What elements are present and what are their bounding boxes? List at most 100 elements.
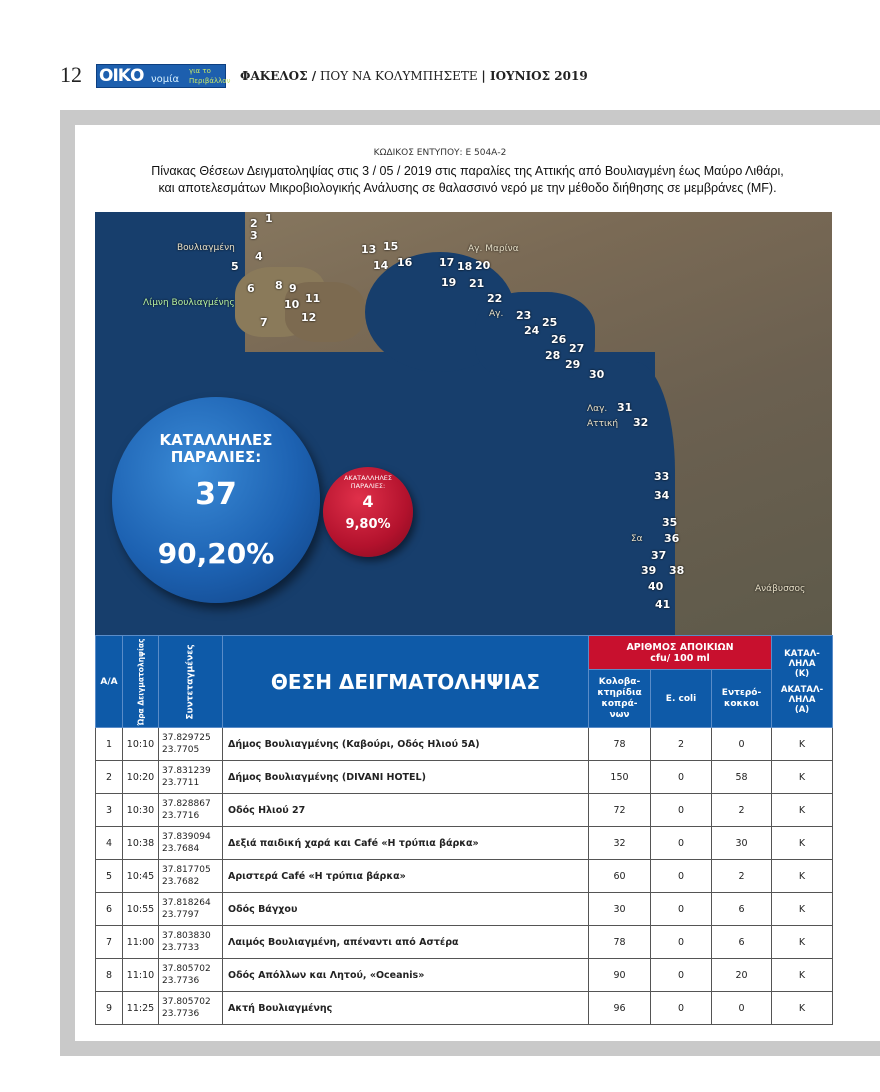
- place-name: Αγ. Μαρίνα: [468, 244, 519, 254]
- cell-ecoli: 0: [650, 826, 712, 860]
- sampling-point-label: 18: [457, 260, 473, 273]
- header-suit-top: ΚΑΤΑΛ-ΛΗΛΑ (Κ): [784, 648, 820, 679]
- cell-location: Δεξιά παιδική χαρά και Café «Η τρύπια βά…: [222, 826, 589, 860]
- sampling-point-label: 6: [247, 282, 255, 295]
- header-coliforms: Κολοβα-κτηρίδια κοπρά-νων: [588, 669, 651, 728]
- header-enterococci: Εντερό-κοκκοι: [711, 669, 772, 728]
- cell-location: Δήμος Βουλιαγμένης (DIVANI HOTEL): [222, 760, 589, 794]
- cell-ecoli: 0: [650, 892, 712, 926]
- sampling-point-label: 32: [633, 416, 649, 429]
- sampling-point-label: 31: [617, 401, 633, 414]
- cell-ecoli: 0: [650, 958, 712, 992]
- page-number: 12: [60, 62, 82, 87]
- cell-time: 10:55: [122, 892, 159, 926]
- cell-result: Κ: [771, 793, 833, 827]
- suitable-percent: 90,20%: [157, 537, 275, 570]
- sampling-point-label: 10: [284, 298, 300, 311]
- sampling-point-label: 17: [439, 256, 455, 269]
- cell-lon: 23.7716: [162, 811, 200, 821]
- cell-location: Ακτή Βουλιαγμένης: [222, 991, 589, 1025]
- sampling-point-label: 2: [250, 217, 258, 230]
- form-code: ΚΩΔΙΚΟΣ ΕΝΤΥΠΟΥ: Ε 504Α-2: [373, 148, 507, 158]
- cell-aa: 9: [95, 991, 123, 1025]
- cell-time: 10:38: [122, 826, 159, 860]
- unsuitable-label: ΑΚΑΤΑΛΛΗΛΕΣ ΠΑΡΑΛΙΕΣ:: [343, 474, 392, 490]
- logo-tag: για το Περιβάλλον: [189, 67, 231, 85]
- table-row: 7 11:00 37.803830 23.7733 Λαιμός Βουλιαγμ…: [95, 925, 833, 959]
- cell-ecoli: 0: [650, 760, 712, 794]
- cell-enterococci: 58: [711, 760, 772, 794]
- logo-sub: νομία: [151, 74, 180, 85]
- cell-time: 11:10: [122, 958, 159, 992]
- cell-ecoli: 0: [650, 925, 712, 959]
- cell-time: 10:45: [122, 859, 159, 893]
- header-aa: Α/Α: [95, 635, 123, 728]
- header-time-text: Ώρα Δειγματοληψίας: [136, 637, 145, 726]
- cell-result: Κ: [771, 991, 833, 1025]
- cell-coliforms: 78: [588, 925, 651, 959]
- cell-coords: 37.831239 23.7711: [158, 760, 223, 794]
- cell-coliforms: 72: [588, 793, 651, 827]
- sampling-point-label: 33: [654, 470, 670, 483]
- magazine-logo: ΟΙΚΟ νομία για το Περιβάλλον: [96, 64, 231, 88]
- cell-location: Δήμος Βουλιαγμένης (Καβούρι, Οδός Ηλιού …: [222, 727, 589, 761]
- sampling-point-label: 28: [545, 349, 561, 362]
- cell-coords: 37.818264 23.7797: [158, 892, 223, 926]
- cell-lon: 23.7797: [162, 910, 200, 920]
- sampling-point-label: 24: [524, 324, 540, 337]
- cell-coords: 37.829725 23.7705: [158, 727, 223, 761]
- cell-result: Κ: [771, 958, 833, 992]
- sampling-point-label: 27: [569, 342, 585, 355]
- sampling-point-label: 4: [255, 250, 263, 263]
- sampling-point-label: 25: [542, 316, 558, 329]
- cell-enterococci: 2: [711, 859, 772, 893]
- cell-lat: 37.828867: [162, 799, 211, 809]
- sampling-point-label: 21: [469, 277, 485, 290]
- cell-coliforms: 60: [588, 859, 651, 893]
- sampling-point-label: 38: [669, 564, 685, 577]
- cell-lat: 37.831239: [162, 766, 211, 776]
- document-title: Πίνακας Θέσεων Δειγματοληψίας στις 3 / 0…: [80, 163, 855, 197]
- place-name: Σα: [631, 534, 643, 544]
- cell-location: Αριστερά Café «Η τρύπια βάρκα»: [222, 859, 589, 893]
- cell-coords: 37.839094 23.7684: [158, 826, 223, 860]
- cell-result: Κ: [771, 826, 833, 860]
- cell-coords: 37.803830 23.7733: [158, 925, 223, 959]
- cell-coliforms: 96: [588, 991, 651, 1025]
- cell-aa: 3: [95, 793, 123, 827]
- cell-lat: 37.803830: [162, 931, 211, 941]
- sampling-point-label: 1: [265, 212, 273, 225]
- table-row: 9 11:25 37.805702 23.7736 Ακτή Βουλιαγμέν…: [95, 991, 833, 1025]
- cell-lon: 23.7705: [162, 745, 200, 755]
- cell-result: Κ: [771, 727, 833, 761]
- sampling-point-label: 26: [551, 333, 567, 346]
- sea-area: [575, 362, 675, 635]
- table-row: 1 10:10 37.829725 23.7705 Δήμος Βουλιαγμέ…: [95, 727, 833, 761]
- cell-lat: 37.839094: [162, 832, 211, 842]
- sampling-point-label: 11: [305, 292, 321, 305]
- cell-coliforms: 150: [588, 760, 651, 794]
- cell-aa: 8: [95, 958, 123, 992]
- sampling-point-label: 8: [275, 279, 283, 292]
- cell-time: 10:30: [122, 793, 159, 827]
- cell-lon: 23.7684: [162, 844, 200, 854]
- cell-coords: 37.828867 23.7716: [158, 793, 223, 827]
- cell-ecoli: 2: [650, 727, 712, 761]
- sampling-point-label: 39: [641, 564, 657, 577]
- cell-time: 10:10: [122, 727, 159, 761]
- cell-enterococci: 6: [711, 925, 772, 959]
- cell-lon: 23.7736: [162, 976, 200, 986]
- cell-enterococci: 2: [711, 793, 772, 827]
- cell-time: 10:20: [122, 760, 159, 794]
- title-line-1: Πίνακας Θέσεων Δειγματοληψίας στις 3 / 0…: [151, 164, 784, 178]
- cell-ecoli: 0: [650, 859, 712, 893]
- section-name: ΦΑΚΕΛΟΣ /: [240, 69, 317, 83]
- cell-ecoli: 0: [650, 991, 712, 1025]
- cell-aa: 5: [95, 859, 123, 893]
- table-row: 8 11:10 37.805702 23.7736 Οδός Απόλλων κα…: [95, 958, 833, 992]
- cell-lat: 37.817705: [162, 865, 211, 875]
- cell-coliforms: 32: [588, 826, 651, 860]
- table-row: 4 10:38 37.839094 23.7684 Δεξιά παιδική χ…: [95, 826, 833, 860]
- cell-location: Οδός Βάγχου: [222, 892, 589, 926]
- sampling-point-label: 34: [654, 489, 670, 502]
